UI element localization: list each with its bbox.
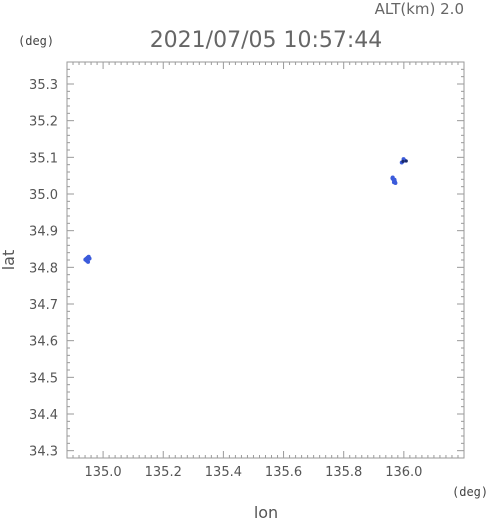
y-tick-label: 35.1	[29, 151, 58, 166]
x-unit-label: (deg)	[452, 485, 488, 499]
x-axis-label: lon	[254, 503, 278, 521]
y-tick-label: 34.5	[29, 371, 58, 386]
y-tick-label: 34.4	[29, 408, 58, 423]
y-tick-label: 35.2	[29, 115, 58, 130]
x-tick-label: 135.0	[84, 465, 121, 480]
y-tick-label: 34.9	[29, 225, 58, 240]
x-tick-label: 135.8	[325, 465, 362, 480]
y-tick-label: 35.0	[29, 188, 58, 203]
altitude-label: ALT(km) 2.0	[375, 0, 464, 18]
y-tick-label: 35.3	[29, 78, 58, 93]
data-point-dark	[404, 159, 408, 163]
tick-labels: 135.0 135.2 135.4 135.6 135.8 136.0 34.3 34.4 34…	[29, 78, 422, 480]
y-tick-label: 34.8	[29, 261, 58, 276]
data-point	[392, 177, 397, 182]
chart-title: 2021/07/05 10:57:44	[150, 28, 383, 53]
y-tick-label: 34.6	[29, 335, 58, 350]
plot-area-frame	[66, 61, 465, 459]
data-point	[83, 257, 88, 262]
x-tick-label: 135.6	[265, 465, 302, 480]
y-tick-label: 34.7	[29, 298, 58, 313]
y-axis-label: lat	[0, 250, 18, 271]
data-point	[87, 256, 92, 261]
x-tick-label: 135.2	[145, 465, 182, 480]
x-tick-label: 136.0	[385, 465, 422, 480]
x-tick-label: 135.4	[205, 465, 242, 480]
data-points	[83, 157, 408, 264]
data-point-dark	[401, 159, 405, 163]
data-point	[86, 259, 91, 264]
y-unit-label: (deg)	[18, 34, 54, 48]
axis-ticks	[66, 61, 465, 459]
y-tick-label: 34.3	[29, 445, 58, 460]
data-point	[393, 181, 398, 185]
